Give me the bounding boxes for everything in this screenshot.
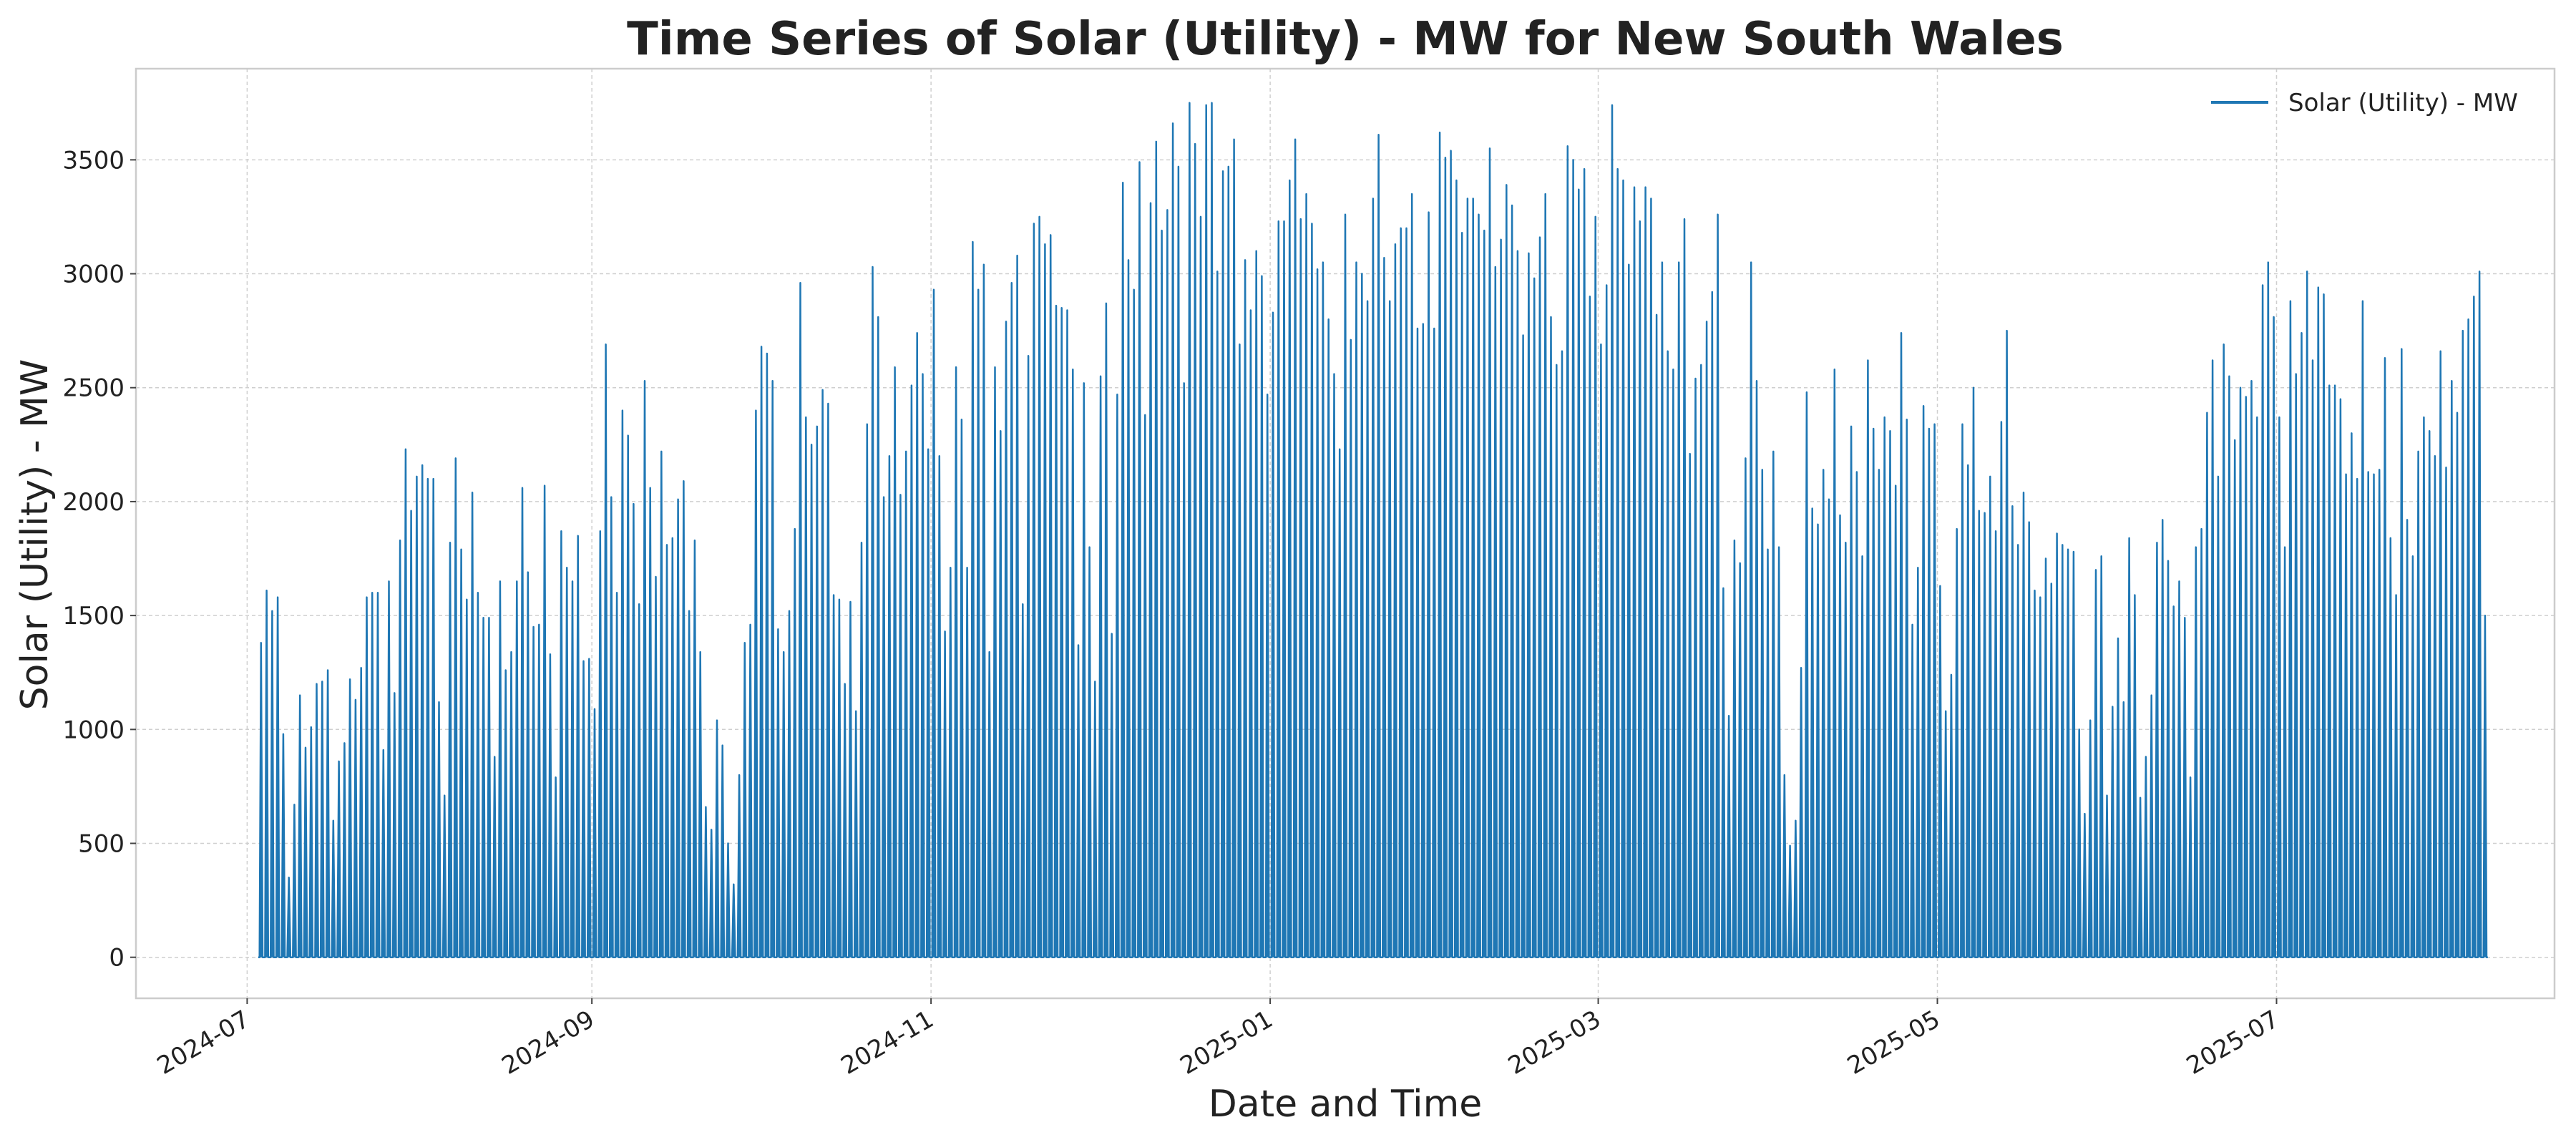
y-tick-label: 1500 bbox=[62, 602, 125, 630]
chart-title: Time Series of Solar (Utility) - MW for … bbox=[627, 13, 2064, 66]
y-tick-label: 2500 bbox=[62, 374, 125, 403]
y-tick-label: 1000 bbox=[62, 716, 125, 744]
legend: Solar (Utility) - MW bbox=[2211, 89, 2518, 117]
x-tick-label: 2025-05 bbox=[1843, 1005, 1945, 1081]
x-tick-label: 2025-03 bbox=[1503, 1005, 1606, 1081]
x-axis-label: Date and Time bbox=[1209, 1083, 1482, 1126]
x-tick-label: 2024-11 bbox=[836, 1005, 939, 1081]
plot-series bbox=[258, 102, 2488, 958]
legend-label: Solar (Utility) - MW bbox=[2288, 89, 2518, 117]
y-tick-label: 2000 bbox=[62, 488, 125, 517]
y-axis-label: Solar (Utility) - MW bbox=[14, 359, 57, 711]
x-axis: 2024-07 2024-09 2024-11 2025-01 2025-03 2025-… bbox=[152, 998, 2284, 1081]
x-tick-label: 2025-01 bbox=[1176, 1005, 1278, 1081]
x-tick-label: 2024-07 bbox=[152, 1005, 255, 1081]
gridlines bbox=[136, 69, 2555, 998]
y-tick-label: 3500 bbox=[62, 146, 125, 175]
y-tick-label: 500 bbox=[78, 830, 125, 859]
y-tick-label: 3000 bbox=[62, 260, 125, 289]
plot-frame bbox=[135, 67, 2556, 1000]
y-axis: 0 500 1000 1500 2000 2500 3000 3500 bbox=[62, 146, 136, 973]
x-tick-label: 2025-07 bbox=[2182, 1005, 2284, 1081]
y-tick-label: 0 bbox=[109, 944, 125, 973]
series-line-solar-utility-mw bbox=[258, 102, 2488, 958]
x-tick-label: 2024-09 bbox=[497, 1005, 600, 1081]
